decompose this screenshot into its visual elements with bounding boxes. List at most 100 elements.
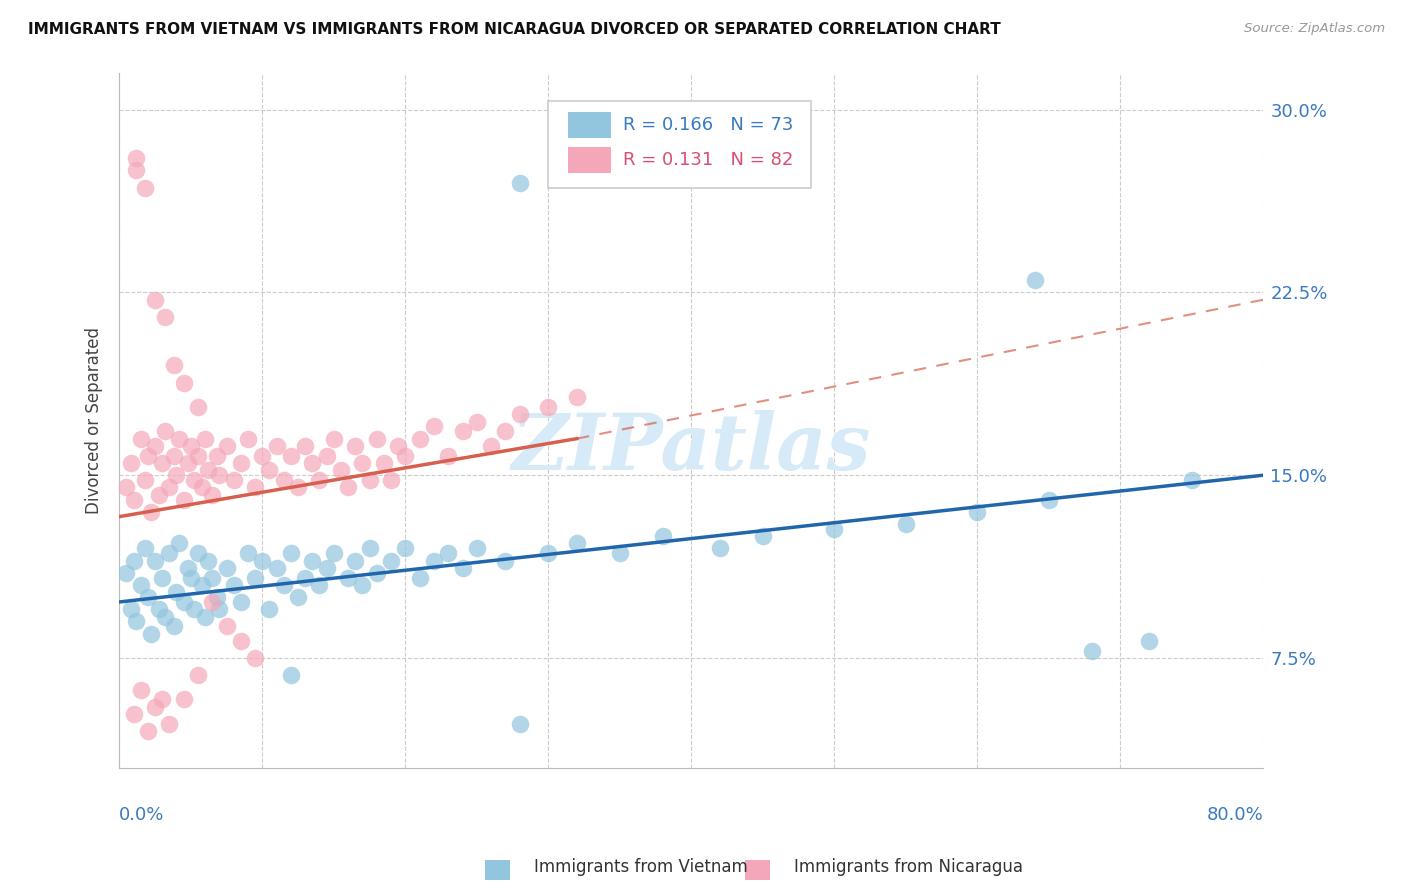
- Point: [609, 546, 631, 560]
- Point: [157, 716, 180, 731]
- Point: [565, 390, 588, 404]
- Point: [894, 516, 917, 531]
- Point: [373, 456, 395, 470]
- Point: [479, 439, 502, 453]
- Point: [139, 505, 162, 519]
- Point: [465, 541, 488, 556]
- Point: [259, 602, 281, 616]
- Point: [122, 707, 145, 722]
- Point: [215, 561, 238, 575]
- Point: [437, 449, 460, 463]
- Point: [173, 595, 195, 609]
- Point: [273, 578, 295, 592]
- Bar: [568, 146, 612, 173]
- Point: [187, 668, 209, 682]
- Point: [201, 488, 224, 502]
- Point: [173, 692, 195, 706]
- Point: [187, 449, 209, 463]
- Point: [122, 553, 145, 567]
- Point: [315, 561, 337, 575]
- Point: [162, 619, 184, 633]
- Point: [115, 566, 138, 580]
- Point: [129, 432, 152, 446]
- Point: [1038, 492, 1060, 507]
- Point: [308, 578, 330, 592]
- Point: [1181, 473, 1204, 487]
- Point: [180, 570, 202, 584]
- Point: [162, 449, 184, 463]
- Point: [252, 553, 274, 567]
- Point: [187, 546, 209, 560]
- Point: [215, 439, 238, 453]
- Point: [205, 449, 228, 463]
- Point: [966, 505, 988, 519]
- Point: [273, 473, 295, 487]
- Point: [201, 570, 224, 584]
- Point: [287, 480, 309, 494]
- Point: [294, 439, 316, 453]
- Point: [143, 439, 166, 453]
- Text: Source: ZipAtlas.com: Source: ZipAtlas.com: [1244, 22, 1385, 36]
- Point: [236, 432, 259, 446]
- Point: [1024, 273, 1046, 287]
- Point: [120, 602, 142, 616]
- Point: [266, 439, 288, 453]
- Point: [148, 602, 170, 616]
- Bar: [568, 112, 612, 138]
- Text: Immigrants from Vietnam: Immigrants from Vietnam: [534, 858, 748, 876]
- Point: [387, 439, 409, 453]
- Point: [329, 463, 352, 477]
- Point: [308, 473, 330, 487]
- Text: R = 0.166   N = 73: R = 0.166 N = 73: [623, 116, 793, 134]
- Text: 0.0%: 0.0%: [120, 805, 165, 824]
- Point: [157, 480, 180, 494]
- Point: [208, 602, 231, 616]
- Point: [366, 566, 388, 580]
- Point: [115, 480, 138, 494]
- Point: [380, 473, 402, 487]
- Point: [494, 553, 516, 567]
- Point: [315, 449, 337, 463]
- Point: [148, 488, 170, 502]
- Point: [129, 682, 152, 697]
- Point: [359, 541, 381, 556]
- Point: [344, 439, 367, 453]
- Point: [208, 468, 231, 483]
- Point: [1137, 634, 1160, 648]
- Point: [565, 536, 588, 550]
- Point: [509, 176, 531, 190]
- Point: [823, 522, 845, 536]
- Point: [136, 449, 159, 463]
- Point: [125, 615, 148, 629]
- Point: [451, 425, 474, 439]
- Point: [337, 480, 360, 494]
- Y-axis label: Divorced or Separated: Divorced or Separated: [86, 326, 103, 514]
- Point: [197, 463, 219, 477]
- Point: [394, 541, 416, 556]
- Point: [423, 419, 446, 434]
- Text: Immigrants from Nicaragua: Immigrants from Nicaragua: [794, 858, 1024, 876]
- Point: [173, 492, 195, 507]
- Point: [136, 724, 159, 739]
- Point: [173, 376, 195, 390]
- Point: [394, 449, 416, 463]
- Point: [222, 473, 245, 487]
- Point: [1081, 643, 1104, 657]
- Point: [150, 692, 173, 706]
- Point: [752, 529, 775, 543]
- Point: [243, 570, 266, 584]
- Point: [408, 570, 430, 584]
- Point: [194, 609, 217, 624]
- Point: [229, 595, 252, 609]
- Point: [153, 310, 176, 324]
- Point: [509, 407, 531, 421]
- FancyBboxPatch shape: [548, 101, 811, 187]
- Point: [177, 561, 200, 575]
- Point: [301, 456, 323, 470]
- Point: [153, 425, 176, 439]
- Point: [187, 400, 209, 414]
- Point: [139, 626, 162, 640]
- Point: [280, 546, 302, 560]
- Point: [301, 553, 323, 567]
- Point: [143, 293, 166, 307]
